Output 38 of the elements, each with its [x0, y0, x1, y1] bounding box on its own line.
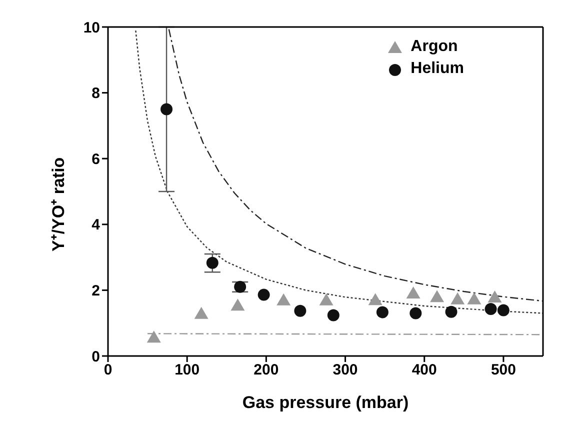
point [276, 293, 291, 306]
y-tick-label: 8 [92, 85, 100, 102]
y-tick-label: 4 [92, 216, 101, 234]
point [319, 293, 334, 306]
point [450, 292, 465, 304]
point [258, 288, 270, 301]
point [430, 290, 444, 302]
legend-label: Helium [410, 60, 464, 78]
y-tick-label: 2 [92, 282, 100, 300]
y-tick-label: 0 [92, 348, 100, 366]
point [230, 298, 245, 311]
point [376, 306, 388, 318]
point [445, 306, 458, 318]
point [234, 280, 246, 293]
point [206, 256, 218, 269]
point [160, 103, 173, 116]
x-tick-label: 0 [104, 362, 112, 379]
point [484, 302, 497, 315]
point [294, 304, 306, 317]
x-tick-label: 200 [254, 362, 279, 379]
point [497, 304, 510, 316]
x-tick-label: 100 [174, 362, 200, 379]
y-tick-label: 6 [92, 150, 100, 168]
x-axis-title: Gas pressure (mbar) [242, 393, 409, 412]
x-tick-label: 300 [332, 362, 358, 379]
point [146, 330, 161, 343]
point [194, 306, 208, 319]
point [327, 309, 340, 322]
x-tick-label: 500 [490, 362, 516, 379]
y-tick-label: 10 [83, 19, 100, 36]
point [406, 286, 420, 298]
point [368, 293, 382, 306]
point [467, 292, 482, 304]
point [488, 290, 502, 302]
y-axis-title: Y⁺/YO⁺ ratio [49, 157, 68, 252]
point [410, 307, 422, 320]
legend-label: Argon [410, 38, 458, 56]
x-tick-label: 400 [412, 362, 437, 379]
